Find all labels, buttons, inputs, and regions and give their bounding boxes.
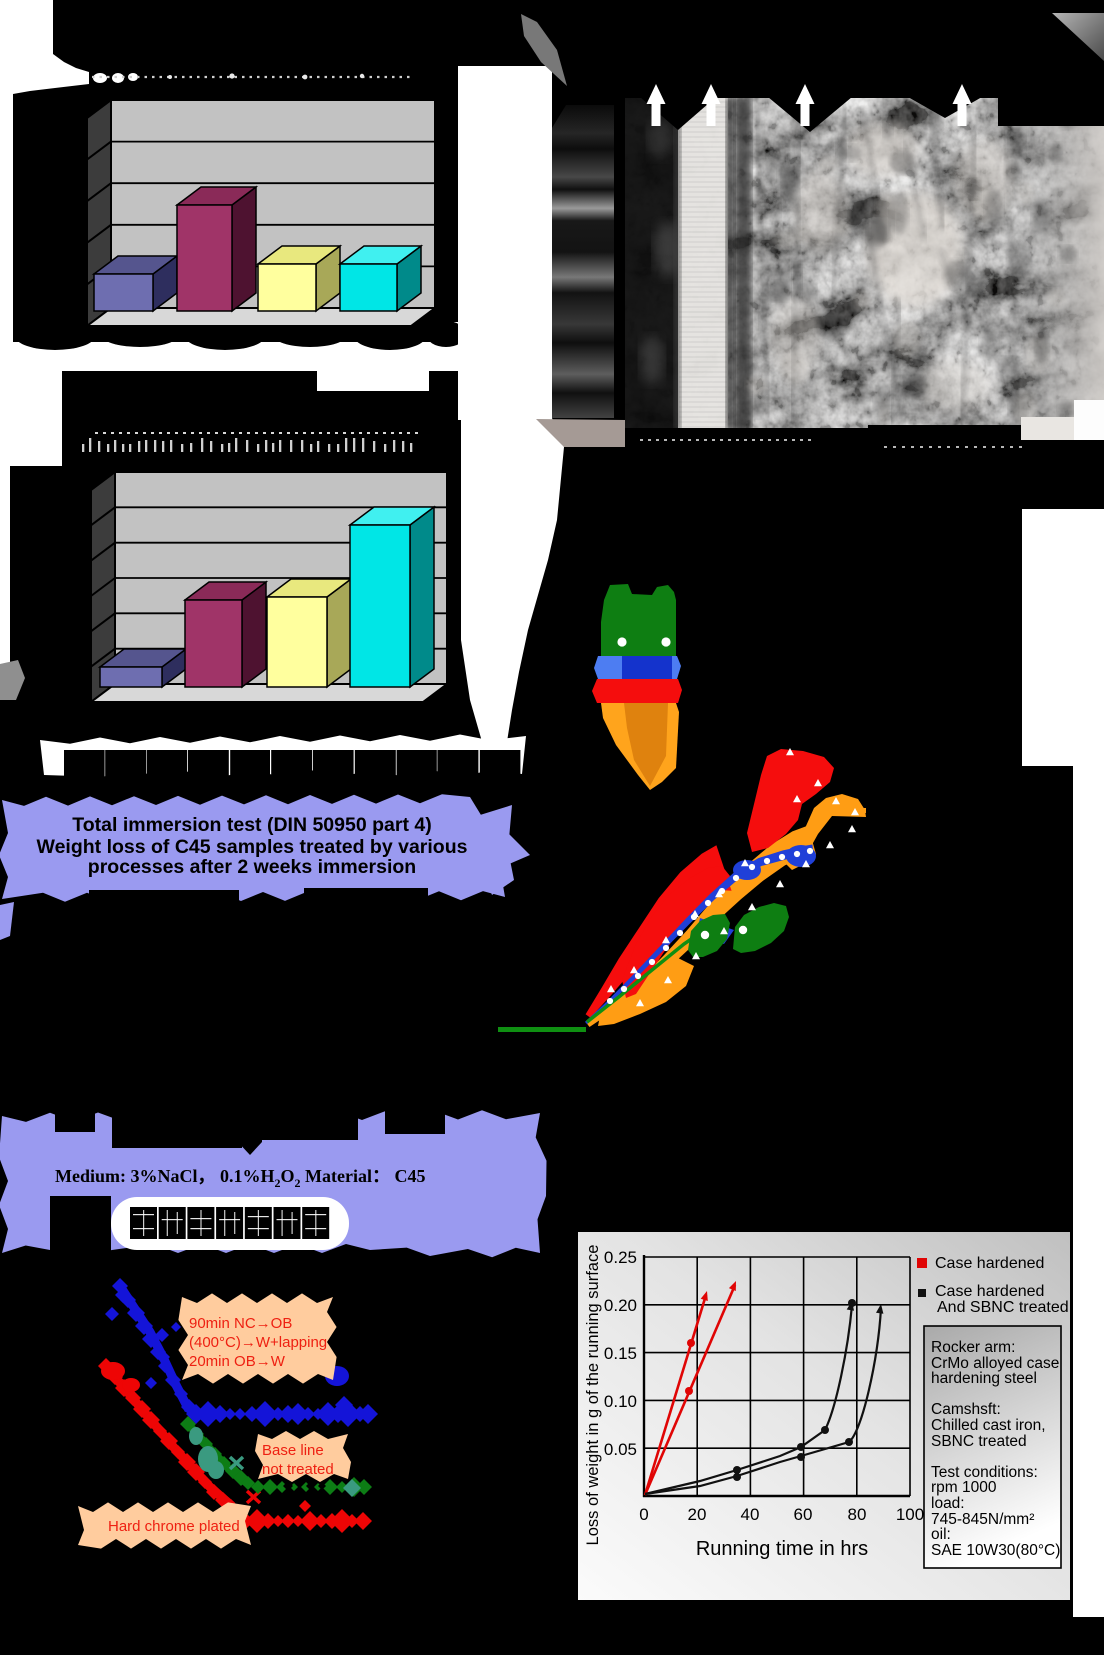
svg-text:0.25: 0.25 — [604, 1248, 637, 1267]
svg-text:hardening steel: hardening steel — [931, 1370, 1037, 1387]
svg-text:Running time in hrs: Running time in hrs — [696, 1538, 868, 1560]
svg-text:Test conditions:: Test conditions: — [931, 1464, 1038, 1481]
svg-text:0.10: 0.10 — [604, 1392, 637, 1411]
svg-text:0.20: 0.20 — [604, 1296, 637, 1315]
svg-text:Total immersion test (DIN 5095: Total immersion test (DIN 50950 part 4) — [72, 814, 431, 836]
svg-text:0.15: 0.15 — [604, 1344, 637, 1363]
svg-text:SAE 10W30(80°C): SAE 10W30(80°C) — [931, 1542, 1060, 1559]
svg-text:0.05: 0.05 — [604, 1440, 637, 1459]
svg-text:oil:: oil: — [931, 1526, 951, 1543]
svg-text:(400°C)→W+lapping: (400°C)→W+lapping — [189, 1334, 327, 1351]
svg-text:rpm 1000: rpm 1000 — [931, 1479, 997, 1496]
svg-text:load:: load: — [931, 1495, 965, 1512]
svg-text:Case hardened: Case hardened — [935, 1255, 1044, 1272]
svg-text:not treated: not treated — [262, 1461, 334, 1478]
svg-text:Hard chrome plated: Hard chrome plated — [108, 1518, 240, 1535]
svg-text:Base line: Base line — [262, 1442, 324, 1459]
svg-text:Camshsft:: Camshsft: — [931, 1401, 1001, 1418]
svg-text:20: 20 — [688, 1505, 707, 1524]
svg-text:Chilled cast iron,: Chilled cast iron, — [931, 1417, 1046, 1434]
svg-text:Weight loss of C45 samples tre: Weight loss of C45 samples treated by va… — [37, 836, 468, 858]
svg-text:100: 100 — [896, 1505, 924, 1524]
svg-text:Rocker arm:: Rocker arm: — [931, 1339, 1015, 1356]
svg-text:0: 0 — [639, 1505, 648, 1524]
svg-text:SBNC treated: SBNC treated — [931, 1433, 1027, 1450]
svg-text:60: 60 — [794, 1505, 813, 1524]
svg-text:745-845N/mm²: 745-845N/mm² — [931, 1511, 1034, 1528]
svg-text:Case hardened: Case hardened — [935, 1283, 1044, 1300]
svg-text:40: 40 — [741, 1505, 760, 1524]
svg-text:90min NC→OB: 90min NC→OB — [189, 1315, 292, 1332]
svg-text:processes after 2 weeks immers: processes after 2 weeks immersion — [88, 856, 416, 878]
svg-text:CrMo alloyed case: CrMo alloyed case — [931, 1355, 1059, 1372]
svg-text:20min OB→W: 20min OB→W — [189, 1353, 286, 1370]
svg-text:80: 80 — [848, 1505, 867, 1524]
svg-text:Loss of weight in g of the run: Loss of weight in g of the running surfa… — [584, 1245, 602, 1546]
svg-text:And SBNC treated: And SBNC treated — [937, 1299, 1069, 1316]
